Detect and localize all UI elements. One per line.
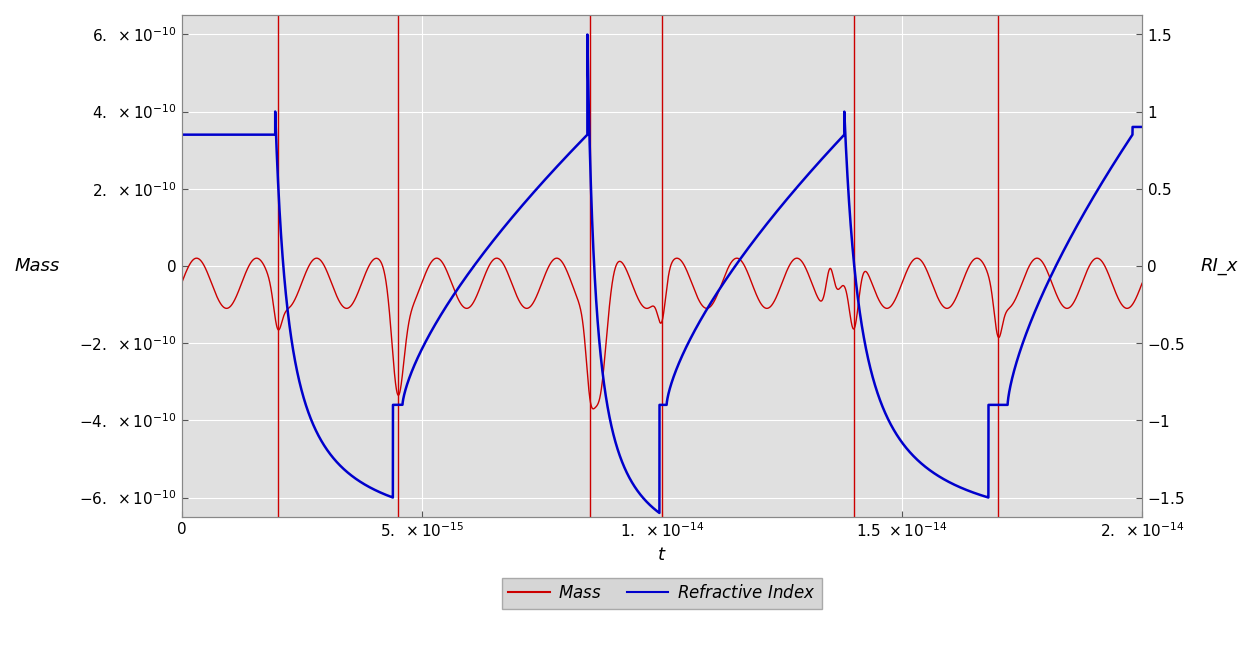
Legend: $\mathit{Mass}$, $\mathit{Refractive\ Index}$: $\mathit{Mass}$, $\mathit{Refractive\ In… (501, 577, 822, 609)
Y-axis label: Mass: Mass (15, 257, 60, 275)
Y-axis label: RI_x: RI_x (1200, 257, 1238, 275)
X-axis label: t: t (658, 546, 665, 564)
